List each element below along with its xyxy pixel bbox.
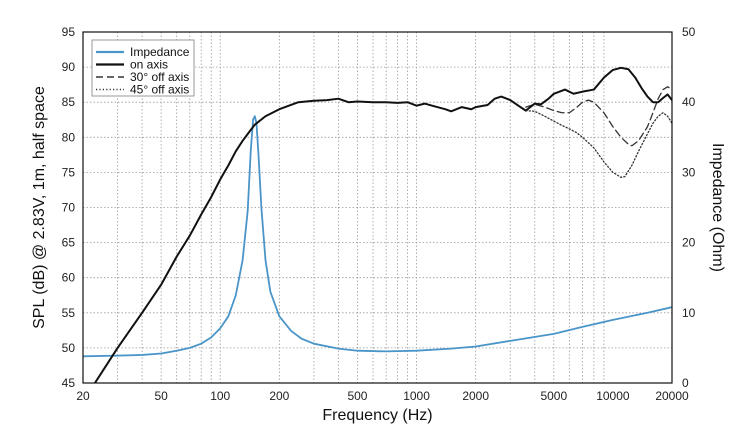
y2-tick-label: 10 [682, 306, 696, 320]
y-axis-label: SPL (dB) @ 2.83V, 1m, half space [31, 86, 48, 329]
grid [83, 32, 672, 383]
x-tick-label: 20 [76, 389, 90, 403]
y2-tick-label: 40 [682, 95, 696, 109]
plot-series [83, 66, 672, 383]
y-tick-label: 85 [62, 95, 76, 109]
legend-box [91, 39, 195, 97]
series-line-on-axis [93, 66, 672, 383]
y-tick-label: 70 [62, 201, 76, 215]
legend-label-45-off-axis: 45° off axis [130, 83, 189, 97]
y2-tick-label: 30 [682, 165, 696, 179]
y2-tick-label: 20 [682, 236, 696, 250]
x-tick-label: 20000 [655, 389, 689, 403]
x-tick-label: 10000 [596, 389, 630, 403]
legend-entry-45-off-axis: 45° off axis [96, 83, 189, 97]
legend-label-on-axis: on axis [130, 58, 168, 72]
y2-axis-label: Impedance (Ohm) [709, 143, 726, 272]
y-tick-label: 50 [62, 341, 76, 355]
x-axis-label: Frequency (Hz) [322, 407, 432, 424]
y-tick-label: 55 [62, 306, 76, 320]
legend-label-30-off-axis: 30° off axis [130, 70, 189, 84]
y2-tick-label: 50 [682, 25, 696, 39]
series-line-45-off-axis [525, 109, 672, 178]
legend-entry-30-off-axis: 30° off axis [96, 70, 189, 84]
y-tick-label: 90 [62, 60, 76, 74]
legend: Impedance on axis 30° off axis 45° off a… [91, 39, 195, 97]
plot-frame [82, 31, 673, 384]
y-tick-label: 45 [62, 376, 76, 390]
x-tick-label: 100 [210, 389, 230, 403]
tick-labels: 20 50 100 200 500 1000 2000 5000 10000 2000045505… [62, 25, 696, 403]
y-tick-label: 75 [62, 165, 76, 179]
legend-label-impedance: Impedance [130, 45, 190, 59]
y-tick-label: 60 [62, 271, 76, 285]
x-tick-label: 50 [154, 389, 168, 403]
x-tick-label: 5000 [540, 389, 567, 403]
legend-entry-impedance: Impedance [96, 45, 190, 59]
x-tick-label: 200 [269, 389, 289, 403]
y-tick-label: 80 [62, 130, 76, 144]
series-line-impedance [83, 115, 672, 358]
series-line-30-off-axis [525, 86, 672, 147]
x-tick-label: 500 [347, 389, 367, 403]
x-tick-label: 2000 [462, 389, 489, 403]
x-tick-label: 1000 [403, 389, 430, 403]
legend-entry-on-axis: on axis [96, 58, 168, 72]
y2-tick-label: 0 [682, 376, 689, 390]
y-tick-label: 95 [62, 25, 76, 39]
y-tick-label: 65 [62, 236, 76, 250]
